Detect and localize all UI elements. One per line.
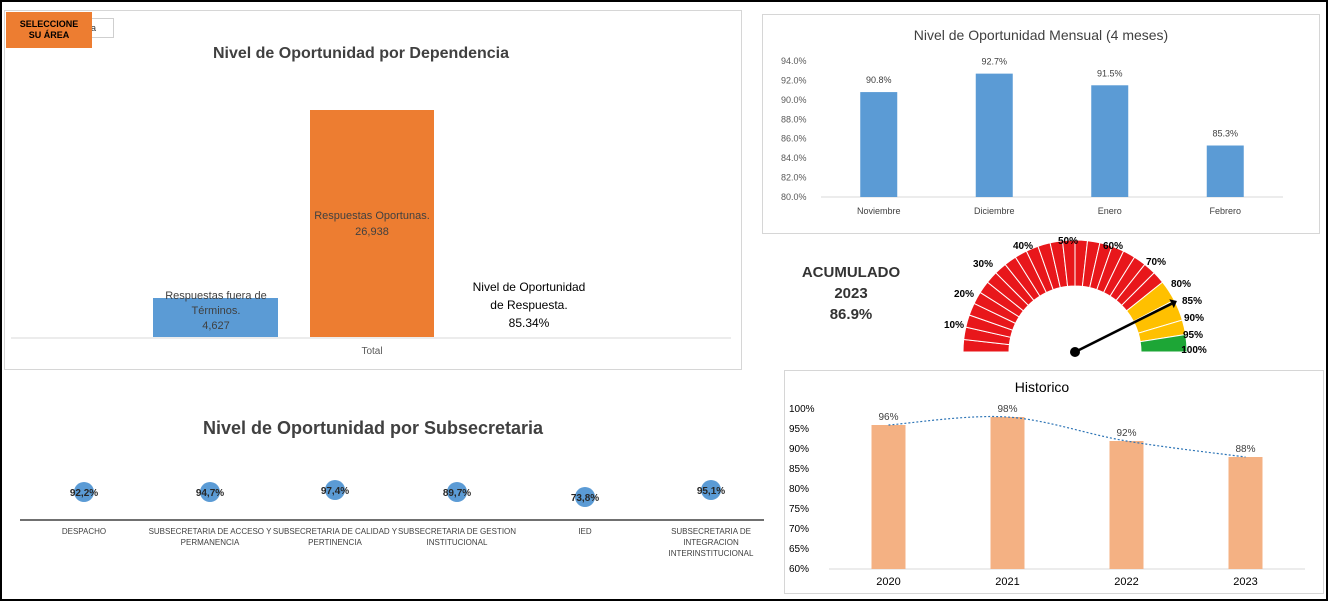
acumulado-label: ACUMULADO xyxy=(786,262,916,283)
historico-category-label: 2023 xyxy=(1233,576,1257,588)
mensual-value-label: 92.7% xyxy=(981,57,1007,67)
historico-ytick: 85% xyxy=(789,464,809,475)
subsecretaria-category: SUBSECRETARIA DE GESTION INSTITUCIONAL xyxy=(398,527,516,547)
dependencia-title: Nivel de Oportunidad por Dependencia xyxy=(213,45,509,62)
mensual-ytick: 82.0% xyxy=(781,173,807,183)
mensual-title: Nivel de Oportunidad Mensual (4 meses) xyxy=(914,27,1168,43)
historico-category-label: 2020 xyxy=(876,576,900,588)
select-area-button[interactable]: SELECCIONE SU ÁREA xyxy=(6,12,92,48)
subsecretaria-category: SUBSECRETARIA DE CALIDAD Y PERTINENCIA xyxy=(273,527,398,547)
historico-bar xyxy=(1110,441,1144,569)
historico-value-label: 98% xyxy=(997,404,1017,415)
bar-fuera-label-1: Respuestas fuera de xyxy=(165,290,267,302)
historico-value-label: 92% xyxy=(1116,428,1136,439)
historico-value-label: 96% xyxy=(878,412,898,423)
mensual-bar xyxy=(976,74,1013,197)
acumulado-block: ACUMULADO 2023 86.9% xyxy=(786,262,916,325)
gauge-label: 10% xyxy=(944,320,964,331)
subsecretaria-value: 97,4% xyxy=(321,486,349,497)
subsecretaria-category: DESPACHO xyxy=(62,527,106,536)
bar-respuestas-oportunas xyxy=(310,110,434,337)
subsecretaria-value: 73,8% xyxy=(571,493,599,504)
dependencia-x-label: Total xyxy=(361,346,382,357)
bar-fuera-label-2: Términos. xyxy=(192,305,241,317)
historico-ytick: 90% xyxy=(789,444,809,455)
gauge-label: 50% xyxy=(1058,236,1078,247)
historico-ytick: 60% xyxy=(789,564,809,575)
historico-ytick: 70% xyxy=(789,524,809,535)
mensual-ytick: 88.0% xyxy=(781,114,807,124)
subsecretaria-value: 89,7% xyxy=(443,488,471,499)
mensual-ytick: 92.0% xyxy=(781,75,807,85)
mensual-value-label: 91.5% xyxy=(1097,68,1123,78)
historico-bar xyxy=(1229,457,1263,569)
mensual-bar xyxy=(1207,146,1244,197)
historico-value-label: 88% xyxy=(1235,444,1255,455)
subsecretaria-title: Nivel de Oportunidad por Subsecretaria xyxy=(203,418,544,438)
gauge-label: 100% xyxy=(1181,345,1207,356)
gauge-label: 80% xyxy=(1171,279,1191,290)
mensual-category-label: Noviembre xyxy=(857,206,901,216)
gauge-label: 60% xyxy=(1103,241,1123,252)
historico-ytick: 100% xyxy=(789,404,815,415)
mensual-category-label: Febrero xyxy=(1209,206,1241,216)
historico-category-label: 2022 xyxy=(1114,576,1138,588)
bar-oportunas-label: Respuestas Oportunas. xyxy=(314,210,430,222)
mensual-bar xyxy=(860,92,897,197)
gauge-label: 30% xyxy=(973,259,993,270)
historico-category-label: 2021 xyxy=(995,576,1019,588)
mensual-ytick: 94.0% xyxy=(781,56,807,66)
mensual-ytick: 90.0% xyxy=(781,95,807,105)
nivel-label-1: Nivel de Oportunidad xyxy=(473,280,586,294)
gauge-chart: 10% 20% 30% 40% 50% 60% 70% 80% 85% 90% 95% 100% xyxy=(925,236,1225,364)
mensual-panel: Nivel de Oportunidad Mensual (4 meses) 80… xyxy=(762,14,1320,234)
nivel-value: 85.34% xyxy=(509,316,550,330)
historico-ytick: 80% xyxy=(789,484,809,495)
mensual-bar xyxy=(1091,85,1128,197)
subsecretaria-category: SUBSECRETARIA DE ACCESO Y PERMANENCIA xyxy=(149,527,273,547)
subsecretaria-chart: Nivel de Oportunidad por Subsecretaria 9… xyxy=(4,396,764,596)
mensual-ytick: 84.0% xyxy=(781,153,807,163)
historico-bar xyxy=(991,417,1025,569)
acumulado-value: 86.9% xyxy=(786,304,916,325)
gauge-label: 85% xyxy=(1182,296,1202,307)
mensual-category-label: Enero xyxy=(1098,206,1122,216)
mensual-value-label: 90.8% xyxy=(866,75,892,85)
subsecretaria-value: 95,1% xyxy=(697,486,725,497)
historico-panel: Historico 60% 65% 70% 75% 80% 85% 90% 95% 100% 96%… xyxy=(784,370,1324,594)
acumulado-year: 2023 xyxy=(786,283,916,304)
gauge-hub xyxy=(1070,347,1080,357)
subsecretaria-value: 94,7% xyxy=(196,488,224,499)
nivel-label-2: de Respuesta. xyxy=(490,298,567,312)
mensual-value-label: 85.3% xyxy=(1212,129,1238,139)
gauge-label: 95% xyxy=(1183,330,1203,341)
historico-trendline xyxy=(889,417,1246,457)
mensual-ytick: 80.0% xyxy=(781,192,807,202)
subsecretaria-category: SUBSECRETARIA DE INTEGRACION INTERINSTITUC… xyxy=(669,527,754,558)
historico-bar xyxy=(872,425,906,569)
historico-title: Historico xyxy=(1015,379,1070,395)
gauge-label: 40% xyxy=(1013,241,1033,252)
dependencia-panel: Nivel de Oportunidad por Dependencia Res… xyxy=(4,10,742,370)
gauge-label: 20% xyxy=(954,289,974,300)
historico-chart: Historico 60% 65% 70% 75% 80% 85% 90% 95% 100% 96%… xyxy=(785,371,1323,593)
historico-ytick: 75% xyxy=(789,504,809,515)
mensual-category-label: Diciembre xyxy=(974,206,1015,216)
gauge-label: 70% xyxy=(1146,257,1166,268)
subsecretaria-value: 92,2% xyxy=(70,488,98,499)
historico-ytick: 95% xyxy=(789,424,809,435)
dependencia-chart: Nivel de Oportunidad por Dependencia Res… xyxy=(5,11,741,369)
historico-ytick: 65% xyxy=(789,544,809,555)
mensual-ytick: 86.0% xyxy=(781,134,807,144)
gauge-label: 90% xyxy=(1184,313,1204,324)
mensual-chart: Nivel de Oportunidad Mensual (4 meses) 80… xyxy=(763,15,1319,233)
bar-fuera-value: 4,627 xyxy=(202,320,230,332)
bar-oportunas-value: 26,938 xyxy=(355,226,389,238)
subsecretaria-category: IED xyxy=(578,527,592,536)
